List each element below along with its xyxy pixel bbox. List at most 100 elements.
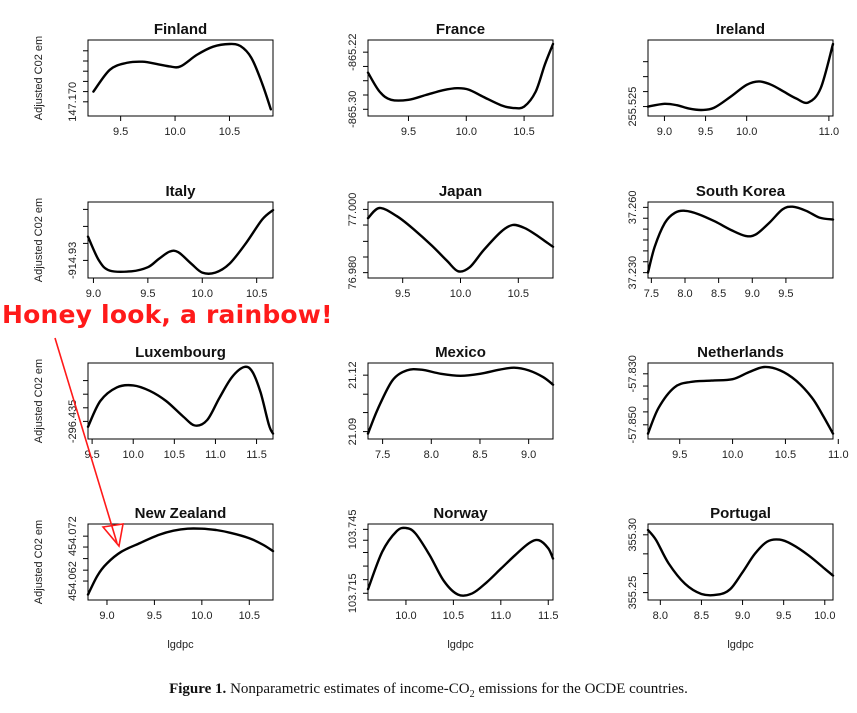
norway-plot-frame bbox=[367, 523, 554, 601]
italy-y-tick-label: -914.93 bbox=[67, 242, 79, 279]
norway-series-line bbox=[366, 526, 555, 597]
netherlands-panel-title: Netherlands bbox=[697, 344, 784, 361]
overlay-arrow-shaft bbox=[54, 337, 118, 544]
ireland-x-tick-label: 10.0 bbox=[736, 126, 757, 138]
portugal-x-axis-title: lgdpc bbox=[727, 639, 754, 651]
ireland-x-tick-label: 9.5 bbox=[698, 126, 713, 138]
caption-subscript: 2 bbox=[469, 689, 475, 700]
japan-series-line bbox=[366, 206, 555, 273]
luxembourg-panel-title: Luxembourg bbox=[135, 344, 226, 361]
france-x-tick-label: 10.5 bbox=[513, 126, 534, 138]
ireland-plot-frame bbox=[647, 39, 834, 117]
norway-y-tick-label: 103.745 bbox=[347, 509, 359, 549]
france-y-tick-label: -865.30 bbox=[347, 91, 359, 128]
finland-panel-title: Finland bbox=[154, 21, 207, 38]
mexico-plot-frame bbox=[367, 362, 554, 440]
italy-y-axis-title: Adjusted C02 em bbox=[33, 198, 45, 282]
italy-panel-title: Italy bbox=[165, 183, 196, 200]
japan-y-tick-label: 76.980 bbox=[347, 256, 359, 290]
netherlands-x-tick-label: 9.5 bbox=[672, 449, 687, 461]
ireland-x-tick-label: 9.0 bbox=[657, 126, 672, 138]
italy-x-tick-label: 10.0 bbox=[192, 288, 213, 300]
figure-caption: Figure 1. Nonparametric estimates of inc… bbox=[0, 681, 857, 700]
portugal-x-tick-label: 9.0 bbox=[735, 610, 750, 622]
japan-x-tick-label: 10.0 bbox=[450, 288, 471, 300]
portugal-y-tick-label: 355.25 bbox=[627, 576, 639, 610]
france-x-tick-label: 10.0 bbox=[456, 126, 477, 138]
japan-plot-frame bbox=[367, 201, 554, 279]
new-zealand-x-tick-label: 9.5 bbox=[147, 610, 162, 622]
finland-y-axis-title: Adjusted C02 em bbox=[33, 36, 45, 120]
overlay-arrow-head bbox=[101, 523, 124, 548]
portugal-x-tick-label: 10.0 bbox=[814, 610, 835, 622]
portugal-series-line bbox=[646, 528, 835, 597]
finland-y-tick-label: 147.170 bbox=[67, 82, 79, 122]
france-y-tick-label: -865.22 bbox=[347, 34, 359, 71]
italy-series-line bbox=[86, 208, 275, 275]
finland-x-tick-label: 10.5 bbox=[219, 126, 240, 138]
finland-series-line bbox=[92, 42, 272, 111]
new-zealand-y-tick-label: 454.062 bbox=[67, 561, 79, 601]
norway-x-tick-label: 10.5 bbox=[443, 610, 464, 622]
portugal-panel-title: Portugal bbox=[710, 505, 771, 522]
netherlands-plot-frame bbox=[647, 362, 834, 440]
norway-panel-title: Norway bbox=[433, 505, 488, 522]
new-zealand-y-axis-title: Adjusted C02 em bbox=[33, 520, 45, 604]
new-zealand-y-tick-label: 454.072 bbox=[67, 516, 79, 556]
italy-x-tick-label: 9.0 bbox=[86, 288, 101, 300]
netherlands-x-tick-label: 10.5 bbox=[775, 449, 796, 461]
ireland-x-tick-label: 11.0 bbox=[819, 126, 840, 138]
italy-x-tick-label: 10.5 bbox=[246, 288, 267, 300]
portugal-x-tick-label: 8.0 bbox=[653, 610, 668, 622]
luxembourg-x-tick-label: 9.5 bbox=[84, 449, 99, 461]
south-korea-y-tick-label: 37.230 bbox=[627, 256, 639, 290]
new-zealand-x-axis-title: lgdpc bbox=[167, 639, 194, 651]
japan-y-tick-label: 77.000 bbox=[347, 193, 359, 227]
caption-text: Nonparametric estimates of income-CO bbox=[230, 681, 470, 697]
new-zealand-x-tick-label: 10.5 bbox=[239, 610, 260, 622]
mexico-y-tick-label: 21.12 bbox=[347, 361, 359, 389]
south-korea-x-tick-label: 7.5 bbox=[644, 288, 659, 300]
france-x-tick-label: 9.5 bbox=[401, 126, 416, 138]
norway-x-axis-title: lgdpc bbox=[447, 639, 474, 651]
luxembourg-series-line bbox=[86, 365, 275, 435]
mexico-y-tick-label: 21.09 bbox=[347, 418, 359, 446]
luxembourg-x-tick-label: 11.0 bbox=[205, 449, 226, 461]
south-korea-series-line bbox=[646, 205, 835, 274]
norway-x-tick-label: 11.5 bbox=[538, 610, 559, 622]
italy-plot-frame bbox=[87, 201, 274, 279]
netherlands-y-tick-label: -57.850 bbox=[627, 406, 639, 443]
portugal-y-tick-label: 355.30 bbox=[627, 518, 639, 552]
finland-plot-frame bbox=[87, 39, 274, 117]
france-series-line bbox=[366, 42, 555, 110]
netherlands-series-line bbox=[646, 365, 835, 435]
italy-x-tick-label: 9.5 bbox=[140, 288, 155, 300]
japan-x-tick-label: 10.5 bbox=[508, 288, 529, 300]
new-zealand-x-tick-label: 10.0 bbox=[191, 610, 212, 622]
south-korea-x-tick-label: 9.5 bbox=[778, 288, 793, 300]
norway-y-tick-label: 103.715 bbox=[347, 573, 359, 613]
portugal-plot-frame bbox=[647, 523, 834, 601]
finland-x-tick-label: 9.5 bbox=[113, 126, 128, 138]
mexico-x-tick-label: 7.5 bbox=[375, 449, 390, 461]
mexico-panel-title: Mexico bbox=[435, 344, 486, 361]
netherlands-y-tick-label: -57.830 bbox=[627, 355, 639, 392]
new-zealand-x-tick-label: 9.0 bbox=[99, 610, 114, 622]
france-plot-frame bbox=[367, 39, 554, 117]
netherlands-x-tick-label: 11.0 bbox=[828, 449, 849, 461]
finland-x-tick-label: 10.0 bbox=[164, 126, 185, 138]
south-korea-y-tick-label: 37.260 bbox=[627, 191, 639, 225]
netherlands-x-tick-label: 10.0 bbox=[722, 449, 743, 461]
luxembourg-x-tick-label: 10.0 bbox=[123, 449, 144, 461]
luxembourg-y-axis-title: Adjusted C02 em bbox=[33, 359, 45, 443]
south-korea-panel-title: South Korea bbox=[696, 183, 786, 200]
france-panel-title: France bbox=[436, 21, 485, 38]
norway-x-tick-label: 10.0 bbox=[395, 610, 416, 622]
luxembourg-plot-frame bbox=[87, 362, 274, 440]
luxembourg-y-tick-label: -296.435 bbox=[67, 400, 79, 443]
portugal-x-tick-label: 9.5 bbox=[776, 610, 791, 622]
japan-x-tick-label: 9.5 bbox=[395, 288, 410, 300]
south-korea-x-tick-label: 9.0 bbox=[745, 288, 760, 300]
caption-label: Figure 1. bbox=[169, 681, 227, 697]
